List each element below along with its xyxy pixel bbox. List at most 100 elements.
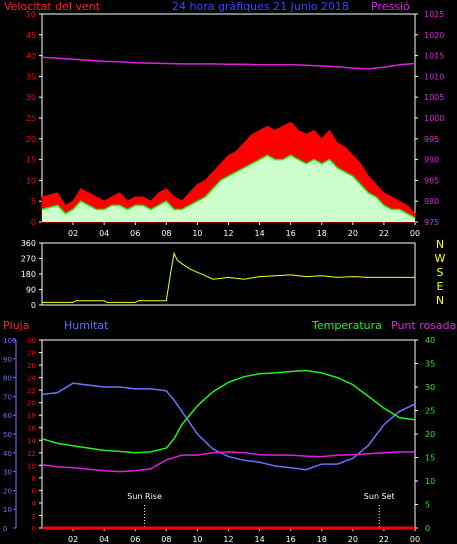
pressure-tick-label: 1010	[424, 72, 444, 81]
sun-marker-label: Sun Set	[364, 492, 395, 501]
wind-x-tick-label: 20	[348, 229, 358, 238]
compass-label: W	[435, 252, 446, 265]
pressure-tick-label: 995	[424, 135, 439, 144]
wind-x-tick-label: 10	[192, 229, 202, 238]
direction-tick-label: 90	[26, 286, 36, 295]
temp-x-tick-label: 06	[130, 535, 140, 544]
humidity-tick-label: 30	[3, 469, 12, 477]
temperature-tick-label: 0	[425, 524, 430, 533]
rain-tick-label: 24	[27, 375, 36, 383]
temp-x-tick-label: 18	[317, 535, 327, 544]
humidity-line	[41, 382, 416, 471]
wind-left-tick-label: 40	[26, 52, 36, 61]
temperature-line	[41, 369, 416, 454]
humidity-tick-label: 50	[3, 431, 12, 439]
humidity-tick-label: 100	[3, 337, 16, 345]
temp-x-tick-label: 04	[99, 535, 109, 544]
wind-left-tick-label: 10	[26, 176, 36, 185]
dewpoint-line	[41, 451, 415, 473]
temperature-tick-label: 30	[425, 383, 435, 392]
humidity-tick-label: 0	[3, 525, 7, 533]
rain-tick-label: 12	[27, 450, 36, 458]
humidity-tick-label: 20	[3, 487, 12, 495]
rain-tick-label: 30	[27, 337, 36, 345]
pressure-tick-label: 1020	[424, 31, 444, 40]
humidity-tick-label: 80	[3, 375, 12, 383]
humidity-tick-label: 40	[3, 450, 12, 458]
temperature-tick-label: 35	[425, 360, 435, 369]
compass-label: N	[436, 294, 444, 307]
wind-left-tick-label: 50	[26, 10, 36, 19]
chart-title: 24 hora gràfiques 21 Junio 2018	[172, 0, 349, 13]
wind-left-tick-label: 45	[26, 31, 36, 40]
wind-x-tick-label: 02	[68, 229, 78, 238]
direction-tick-label: 0	[31, 301, 36, 310]
wind-left-tick-label: 20	[26, 135, 36, 144]
wind-axis-label: Velocitat del vent	[4, 0, 101, 13]
rain-tick-label: 26	[27, 362, 36, 370]
wind-x-tick-label: 00	[410, 229, 420, 238]
temperature-tick-label: 40	[425, 336, 435, 345]
temp-x-tick-label: 20	[348, 535, 358, 544]
direction-line	[42, 251, 415, 303]
pressure-line	[41, 56, 416, 70]
pressure-tick-label: 975	[424, 218, 439, 227]
pressure-tick-label: 990	[424, 156, 439, 165]
pressure-axis-label: Pressió	[371, 0, 410, 13]
humidity-tick-label: 70	[3, 393, 12, 401]
pressure-tick-label: 1015	[424, 52, 444, 61]
humidity-tick-label: 10	[3, 506, 12, 514]
wind-left-tick-label: 25	[26, 114, 36, 123]
rain-tick-label: 22	[27, 387, 36, 395]
sun-marker-label: Sun Rise	[127, 492, 162, 501]
temperature-axis-label: Temperatura	[311, 319, 382, 332]
rain-tick-label: 10	[27, 462, 36, 470]
rain-tick-label: 20	[27, 400, 36, 408]
wind-x-tick-label: 06	[130, 229, 140, 238]
pressure-tick-label: 1025	[424, 10, 444, 19]
rain-tick-label: 2	[32, 512, 36, 520]
temperature-tick-label: 25	[425, 407, 435, 416]
temperature-tick-label: 5	[425, 501, 430, 510]
rain-tick-label: 8	[32, 475, 36, 483]
compass-label: S	[437, 266, 444, 279]
direction-plot-frame	[41, 242, 416, 306]
rain-tick-label: 14	[27, 437, 36, 445]
direction-tick-label: 360	[21, 239, 36, 248]
temp-x-tick-label: 16	[286, 535, 296, 544]
pressure-tick-label: 985	[424, 176, 439, 185]
wind-left-tick-label: 30	[26, 93, 36, 102]
wind-x-tick-label: 08	[161, 229, 171, 238]
rain-tick-label: 18	[27, 412, 36, 420]
wind-x-tick-label: 22	[379, 229, 389, 238]
humidity-tick-label: 60	[3, 412, 12, 420]
direction-tick-label: 180	[21, 270, 36, 279]
wind-x-tick-label: 18	[317, 229, 327, 238]
temp-x-tick-label: 02	[68, 535, 78, 544]
average-wind-line	[41, 154, 416, 219]
rain-tick-label: 6	[32, 487, 37, 495]
direction-tick-label: 270	[21, 255, 36, 264]
temp-x-tick-label: 22	[379, 535, 389, 544]
rain-tick-label: 16	[27, 425, 36, 433]
wind-left-tick-label: 35	[26, 72, 36, 81]
humidity-axis-label: Humitat	[64, 319, 109, 332]
pressure-tick-label: 1005	[424, 93, 444, 102]
wind-left-tick-label: 5	[31, 197, 36, 206]
temp-x-tick-label: 12	[223, 535, 233, 544]
rain-axis-label: Pluja	[3, 319, 29, 332]
compass-label: E	[437, 280, 444, 293]
dewpoint-axis-label: Punt rosada	[391, 319, 456, 332]
temperature-tick-label: 10	[425, 477, 435, 486]
pressure-tick-label: 1000	[424, 114, 444, 123]
temp-x-tick-label: 14	[254, 535, 264, 544]
average-wind-area	[42, 155, 415, 222]
wind-x-tick-label: 16	[286, 229, 296, 238]
wind-x-tick-label: 14	[254, 229, 264, 238]
compass-label: N	[436, 238, 444, 251]
rain-tick-label: 0	[32, 525, 36, 533]
rain-tick-label: 28	[27, 350, 36, 358]
temperature-tick-label: 20	[425, 430, 435, 439]
temperature-tick-label: 15	[425, 454, 435, 463]
